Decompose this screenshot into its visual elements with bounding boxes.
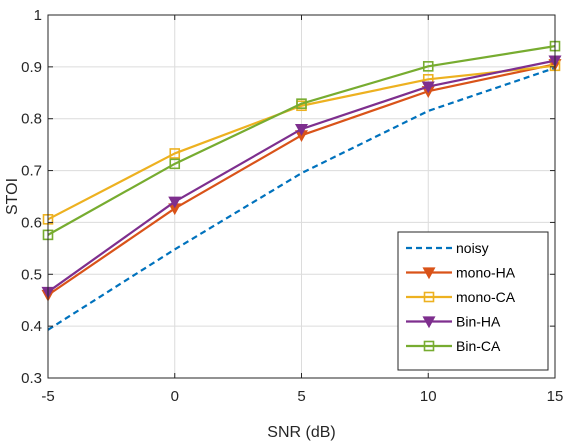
- series-line-bin-ca: [47, 45, 556, 236]
- x-tick-label: 0: [171, 388, 179, 405]
- legend-label-mono-ca: mono-CA: [456, 289, 516, 305]
- tick-labels: -5 0 5 10 15 0.3 0.4 0.5 0.6 0.7 0.8 0.9 1: [21, 7, 563, 405]
- data-point-bin-ha: [294, 123, 309, 136]
- y-tick-label: 0.5: [21, 266, 42, 283]
- legend-label-bin-ha: Bin-HA: [456, 314, 501, 330]
- data-point-bin-ha: [421, 81, 435, 94]
- y-tick-label: 0.4: [21, 318, 42, 335]
- series-bin-ca: [42, 40, 561, 241]
- series-line-mono-ca: [47, 64, 556, 221]
- y-axis-label: STOI: [4, 178, 21, 215]
- y-tick-label: 0.6: [21, 214, 42, 231]
- y-tick-label: 0.8: [21, 111, 42, 128]
- series-layer: [41, 40, 562, 331]
- legend-label-bin-ca: Bin-CA: [456, 338, 501, 354]
- legend-marker-bin-ca: [423, 340, 435, 352]
- y-tick-label: 0.9: [21, 59, 42, 76]
- legend: noisy mono-HA mono-CA Bin-HA Bin-CA: [397, 231, 549, 371]
- x-tick-label: 5: [297, 388, 305, 405]
- data-point-bin-ha: [168, 196, 182, 209]
- data-point-bin-ca: [296, 98, 307, 109]
- data-point-mono-ca: [169, 148, 181, 159]
- axis-ticks: [47, 14, 556, 379]
- y-tick-label: 0.7: [21, 163, 42, 180]
- legend-marker-mono-ca: [423, 291, 435, 303]
- y-tick-label: 0.3: [21, 370, 42, 387]
- x-tick-label: 15: [547, 388, 564, 405]
- x-tick-label: -5: [41, 388, 54, 405]
- data-point-bin-ca: [422, 61, 434, 72]
- legend-label-mono-ha: mono-HA: [456, 265, 516, 281]
- x-axis-label: SNR (dB): [267, 424, 335, 441]
- legend-marker-bin-ha: [422, 316, 436, 329]
- series-noisy: [47, 66, 556, 331]
- x-tick-label: 10: [420, 388, 437, 405]
- legend-marker-mono-ha: [422, 267, 436, 280]
- series-line-noisy: [47, 66, 556, 331]
- data-point-bin-ca: [169, 158, 181, 170]
- y-tick-label: 1: [34, 7, 42, 24]
- legend-label-noisy: noisy: [456, 240, 489, 256]
